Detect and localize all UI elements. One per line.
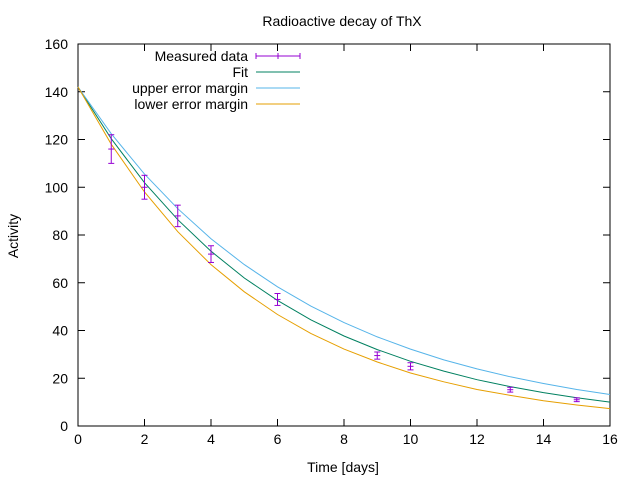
x-tick-label: 2 <box>141 431 149 447</box>
y-axis: 0 20 40 60 80 100 120 140 160 <box>45 36 610 434</box>
chart-title: Radioactive decay of ThX <box>262 13 422 29</box>
x-axis-label: Time [days] <box>307 459 379 475</box>
data-point <box>141 174 148 200</box>
x-tick-label: 10 <box>403 431 419 447</box>
x-tick-label: 16 <box>602 431 618 447</box>
y-tick-label: 60 <box>52 275 68 291</box>
series-line <box>77 86 611 403</box>
data-point <box>274 292 281 306</box>
legend-label: lower error margin <box>134 96 248 112</box>
data-point <box>407 362 414 371</box>
data-point <box>573 397 580 403</box>
series-line <box>77 86 611 410</box>
y-tick-label: 140 <box>45 84 69 100</box>
y-tick-label: 100 <box>45 179 69 195</box>
x-tick-label: 4 <box>207 431 215 447</box>
data-point <box>374 351 381 360</box>
data-point <box>108 134 115 164</box>
y-tick-label: 160 <box>45 36 69 52</box>
x-tick-label: 8 <box>340 431 348 447</box>
x-tick-label: 6 <box>274 431 282 447</box>
x-tick-label: 0 <box>74 431 82 447</box>
y-axis-label: Activity <box>5 214 21 258</box>
data-point <box>507 386 514 393</box>
x-tick-label: 12 <box>469 431 485 447</box>
y-tick-label: 120 <box>45 132 69 148</box>
y-tick-label: 20 <box>52 370 68 386</box>
x-tick-label: 14 <box>536 431 552 447</box>
y-tick-label: 80 <box>52 227 68 243</box>
legend-label: Fit <box>232 64 248 80</box>
legend-label: Measured data <box>155 48 249 64</box>
y-tick-label: 0 <box>60 418 68 434</box>
data-point <box>174 204 181 228</box>
data-point <box>208 245 214 263</box>
x-axis: 0 2 4 6 8 10 12 14 16 <box>74 44 618 447</box>
series-layer <box>77 86 611 410</box>
y-tick-label: 40 <box>52 323 68 339</box>
series-line <box>77 86 611 395</box>
legend-label: upper error margin <box>132 80 248 96</box>
